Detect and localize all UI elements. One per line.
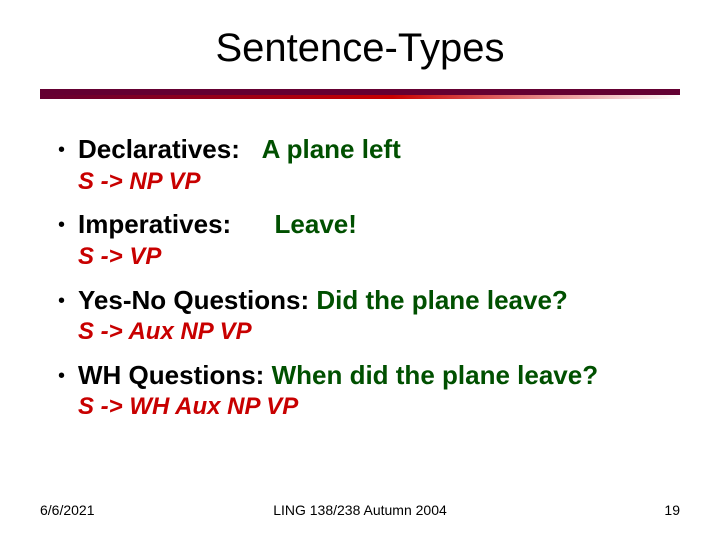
type-example: A plane left [262, 134, 401, 164]
type-label: Imperatives: [78, 209, 231, 239]
bullet-line: Imperatives: Leave! [78, 208, 357, 241]
bullet-line: WH Questions: When did the plane leave? [78, 359, 598, 392]
type-label: Yes-No Questions: [78, 285, 309, 315]
grammar-rule: S -> Aux NP VP [78, 318, 680, 347]
title-underline [40, 89, 680, 99]
grammar-rule: S -> VP [78, 243, 680, 272]
bullet-item: • Yes-No Questions: Did the plane leave? [58, 284, 680, 317]
content-area: • Declaratives: A plane left S -> NP VP … [40, 133, 680, 422]
type-example: Did the plane leave? [316, 285, 567, 315]
grammar-rule: S -> NP VP [78, 168, 680, 197]
slide-footer: 6/6/2021 LING 138/238 Autumn 2004 19 [40, 502, 680, 518]
bullet-item: • Imperatives: Leave! [58, 208, 680, 241]
bullet-line: Declaratives: A plane left [78, 133, 401, 166]
grammar-rule: S -> WH Aux NP VP [78, 393, 680, 422]
bullet-dot: • [58, 215, 78, 235]
slide-title: Sentence-Types [40, 26, 680, 71]
footer-course: LING 138/238 Autumn 2004 [40, 502, 680, 518]
underline-gradient [40, 95, 680, 99]
bullet-line: Yes-No Questions: Did the plane leave? [78, 284, 568, 317]
type-example: Leave! [275, 209, 357, 239]
bullet-dot: • [58, 366, 78, 386]
spacer [240, 134, 262, 164]
footer-date: 6/6/2021 [40, 502, 95, 518]
bullet-item: • Declaratives: A plane left [58, 133, 680, 166]
spacer [264, 360, 271, 390]
bullet-dot: • [58, 140, 78, 160]
slide: Sentence-Types • Declaratives: A plane l… [0, 0, 720, 540]
type-example: When did the plane leave? [272, 360, 599, 390]
type-label: WH Questions: [78, 360, 264, 390]
footer-page: 19 [664, 502, 680, 518]
spacer [231, 209, 274, 239]
bullet-dot: • [58, 291, 78, 311]
bullet-item: • WH Questions: When did the plane leave… [58, 359, 680, 392]
type-label: Declaratives: [78, 134, 240, 164]
